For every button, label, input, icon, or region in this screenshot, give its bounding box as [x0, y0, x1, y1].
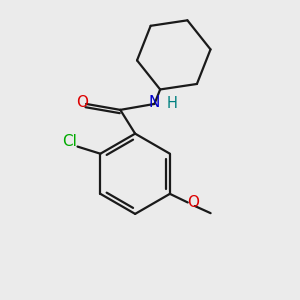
Text: N: N: [149, 95, 160, 110]
Text: O: O: [187, 195, 199, 210]
Text: O: O: [76, 95, 88, 110]
Text: Cl: Cl: [62, 134, 77, 149]
Text: H: H: [167, 96, 178, 111]
